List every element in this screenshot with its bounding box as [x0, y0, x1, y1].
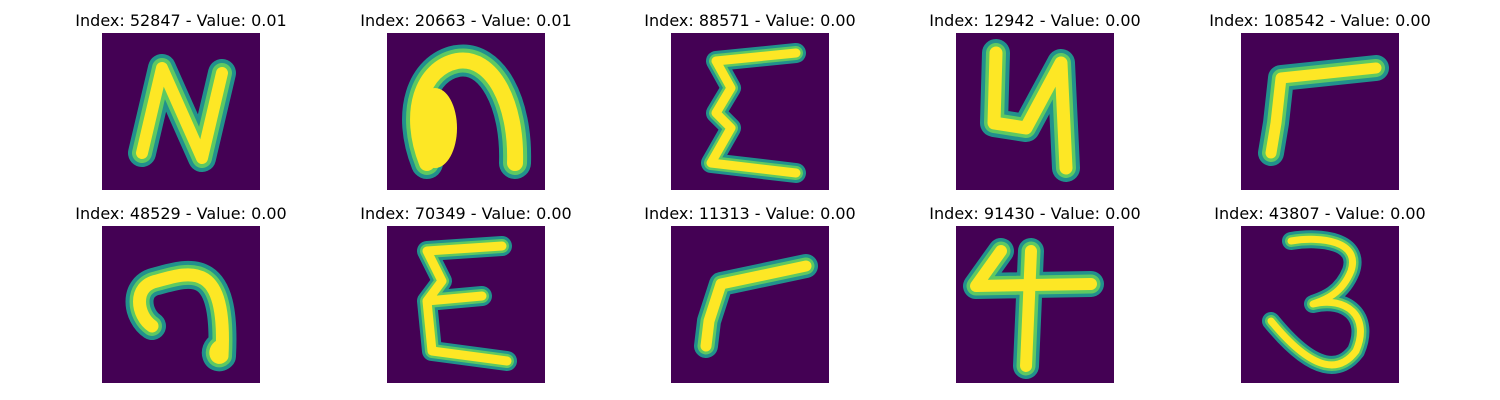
panel-9: Index: 91430 - Value: 0.00 [905, 203, 1165, 383]
panel-title: Index: 52847 - Value: 0.01 [75, 11, 287, 30]
panel-8: Index: 11313 - Value: 0.00 [620, 203, 880, 383]
panel-title: Index: 11313 - Value: 0.00 [644, 204, 856, 223]
hook-loop-icon [102, 226, 260, 383]
panel-title: Index: 48529 - Value: 0.00 [75, 204, 287, 223]
panel-title: Index: 43807 - Value: 0.00 [1214, 204, 1426, 223]
digit-4-icon [956, 226, 1114, 383]
digit-3-icon [1241, 226, 1399, 383]
panel-title: Index: 70349 - Value: 0.00 [360, 204, 572, 223]
panel-title: Index: 12942 - Value: 0.00 [929, 11, 1141, 30]
panel-4: Index: 12942 - Value: 0.00 [905, 10, 1165, 190]
digit-4-icon [956, 33, 1114, 190]
panel-2: Index: 20663 - Value: 0.01 [336, 10, 596, 190]
panel-5: Index: 108542 - Value: 0.00 [1190, 10, 1450, 190]
panel-10: Index: 43807 - Value: 0.00 [1190, 203, 1450, 383]
sigma-zigzag-icon [387, 226, 545, 383]
panel-title: Index: 20663 - Value: 0.01 [360, 11, 572, 30]
corner-hook-icon [671, 226, 829, 383]
panel-7: Index: 70349 - Value: 0.00 [336, 203, 596, 383]
panel-6: Index: 48529 - Value: 0.00 [51, 203, 311, 383]
panel-title: Index: 91430 - Value: 0.00 [929, 204, 1141, 223]
letter-n-icon [102, 33, 260, 190]
sigma-zigzag-icon [671, 33, 829, 190]
corner-hook-icon [1241, 33, 1399, 190]
panel-title: Index: 108542 - Value: 0.00 [1209, 11, 1431, 30]
panel-title: Index: 88571 - Value: 0.00 [644, 11, 856, 30]
panel-1: Index: 52847 - Value: 0.01 [51, 10, 311, 190]
panel-3: Index: 88571 - Value: 0.00 [620, 10, 880, 190]
blob-arch-icon [387, 33, 545, 190]
